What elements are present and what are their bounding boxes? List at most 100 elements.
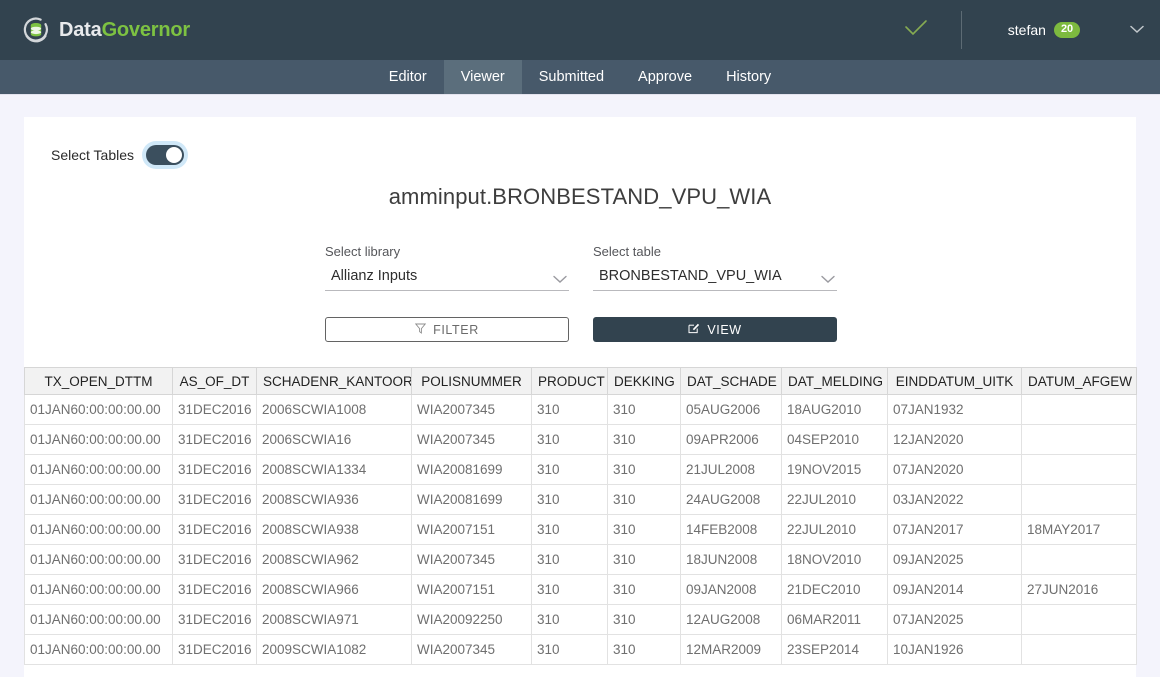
table-cell[interactable]: 01JAN60:00:00:00.00 [24,424,173,455]
column-header-datum-afgew[interactable]: DATUM_AFGEW [1021,367,1137,395]
table-cell[interactable]: 310 [607,394,681,425]
user-menu-toggle[interactable] [1114,21,1160,39]
table-cell[interactable]: 310 [531,544,608,575]
tab-viewer[interactable]: Viewer [443,60,522,94]
table-cell[interactable]: 31DEC2016 [172,514,257,545]
table-cell[interactable]: 01JAN60:00:00:00.00 [24,544,173,575]
table-cell[interactable]: WIA2007345 [411,394,532,425]
column-header-schadenr-kantoor[interactable]: SCHADENR_KANTOOR [256,367,412,395]
table-cell[interactable]: 18AUG2010 [781,394,888,425]
table-cell[interactable]: 14FEB2008 [680,514,782,545]
table-cell[interactable]: 07JAN2020 [887,454,1022,485]
table-cell[interactable]: 310 [607,424,681,455]
table-cell[interactable]: WIA20081699 [411,454,532,485]
table-row[interactable]: 01JAN60:00:00:00.00 31DEC2016 2008SCWIA936… [24,484,1137,515]
table-cell[interactable]: 2008SCWIA936 [256,484,412,515]
table-cell[interactable]: 06MAR2011 [781,604,888,635]
table-cell[interactable]: 04SEP2010 [781,424,888,455]
table-cell[interactable]: 12MAR2009 [680,634,782,665]
table-cell[interactable]: 31DEC2016 [172,454,257,485]
table-cell[interactable] [1021,394,1137,425]
table-cell[interactable] [1021,424,1137,455]
table-cell[interactable]: 310 [531,424,608,455]
table-select[interactable]: BRONBESTAND_VPU_WIA [593,268,837,291]
table-cell[interactable]: 09JAN2014 [887,574,1022,605]
table-cell[interactable]: 07JAN1932 [887,394,1022,425]
table-cell[interactable]: 03JAN2022 [887,484,1022,515]
table-cell[interactable]: 2008SCWIA938 [256,514,412,545]
tab-approve[interactable]: Approve [621,60,709,94]
filter-button[interactable]: FILTER [325,317,569,342]
table-cell[interactable]: 23SEP2014 [781,634,888,665]
table-cell[interactable]: WIA2007345 [411,544,532,575]
table-cell[interactable]: 22JUL2010 [781,484,888,515]
tab-history[interactable]: History [709,60,788,94]
table-cell[interactable]: 18NOV2010 [781,544,888,575]
table-row[interactable]: 01JAN60:00:00:00.00 31DEC2016 2006SCWIA16 W… [24,424,1137,455]
table-cell[interactable]: 31DEC2016 [172,574,257,605]
table-cell[interactable]: 310 [607,484,681,515]
table-cell[interactable]: 31DEC2016 [172,604,257,635]
table-cell[interactable]: 2008SCWIA966 [256,574,412,605]
table-cell[interactable]: 12JAN2020 [887,424,1022,455]
table-cell[interactable]: 310 [531,454,608,485]
table-cell[interactable]: 310 [531,634,608,665]
table-cell[interactable]: WIA20081699 [411,484,532,515]
table-cell[interactable]: 01JAN60:00:00:00.00 [24,454,173,485]
table-cell[interactable]: 10JAN1926 [887,634,1022,665]
table-cell[interactable]: 05AUG2006 [680,394,782,425]
table-cell[interactable]: WIA2007345 [411,634,532,665]
view-button[interactable]: VIEW [593,317,837,342]
column-header-tx-open-dttm[interactable]: TX_OPEN_DTTM [24,367,173,395]
table-cell[interactable]: 01JAN60:00:00:00.00 [24,514,173,545]
select-tables-toggle[interactable] [146,145,185,165]
table-row[interactable]: 01JAN60:00:00:00.00 31DEC2016 2006SCWIA100… [24,394,1137,425]
table-cell[interactable]: 01JAN60:00:00:00.00 [24,394,173,425]
table-cell[interactable]: WIA2007345 [411,424,532,455]
table-cell[interactable]: 12AUG2008 [680,604,782,635]
table-cell[interactable]: 24AUG2008 [680,484,782,515]
table-cell[interactable] [1021,544,1137,575]
table-cell[interactable]: 31DEC2016 [172,544,257,575]
table-cell[interactable]: 01JAN60:00:00:00.00 [24,574,173,605]
column-header-dat-schade[interactable]: DAT_SCHADE [680,367,782,395]
table-cell[interactable]: 2008SCWIA962 [256,544,412,575]
table-cell[interactable]: 27JUN2016 [1021,574,1137,605]
table-cell[interactable]: 01JAN60:00:00:00.00 [24,604,173,635]
table-row[interactable]: 01JAN60:00:00:00.00 31DEC2016 2008SCWIA966… [24,574,1137,605]
table-cell[interactable]: 31DEC2016 [172,484,257,515]
tab-submitted[interactable]: Submitted [522,60,621,94]
table-cell[interactable]: 310 [531,604,608,635]
table-cell[interactable]: 18MAY2017 [1021,514,1137,545]
table-cell[interactable]: 09APR2006 [680,424,782,455]
column-header-as-of-dt[interactable]: AS_OF_DT [172,367,257,395]
table-row[interactable]: 01JAN60:00:00:00.00 31DEC2016 2008SCWIA971… [24,604,1137,635]
table-cell[interactable]: 21JUL2008 [680,454,782,485]
table-cell[interactable]: 31DEC2016 [172,634,257,665]
column-header-dat-melding[interactable]: DAT_MELDING [781,367,888,395]
table-cell[interactable] [1021,604,1137,635]
table-cell[interactable]: 18JUN2008 [680,544,782,575]
table-cell[interactable]: 22JUL2010 [781,514,888,545]
brand-logo[interactable]: DataGovernor [22,16,190,44]
table-cell[interactable]: 310 [607,514,681,545]
table-cell[interactable]: 2009SCWIA1082 [256,634,412,665]
table-cell[interactable]: 01JAN60:00:00:00.00 [24,634,173,665]
user-menu[interactable]: stefan 20 [974,22,1114,38]
table-cell[interactable]: 01JAN60:00:00:00.00 [24,484,173,515]
table-cell[interactable]: 310 [607,574,681,605]
table-row[interactable]: 01JAN60:00:00:00.00 31DEC2016 2008SCWIA962… [24,544,1137,575]
table-cell[interactable]: WIA2007151 [411,514,532,545]
table-cell[interactable]: 310 [607,544,681,575]
table-cell[interactable]: 310 [531,574,608,605]
table-cell[interactable]: 09JAN2008 [680,574,782,605]
table-cell[interactable]: 310 [607,604,681,635]
column-header-einddatum-uitk[interactable]: EINDDATUM_UITK [887,367,1022,395]
table-cell[interactable]: 310 [531,394,608,425]
table-cell[interactable]: 2006SCWIA16 [256,424,412,455]
table-cell[interactable] [1021,634,1137,665]
tab-editor[interactable]: Editor [372,60,444,94]
table-cell[interactable]: 31DEC2016 [172,424,257,455]
table-cell[interactable]: 310 [531,514,608,545]
column-header-polisnummer[interactable]: POLISNUMMER [411,367,532,395]
